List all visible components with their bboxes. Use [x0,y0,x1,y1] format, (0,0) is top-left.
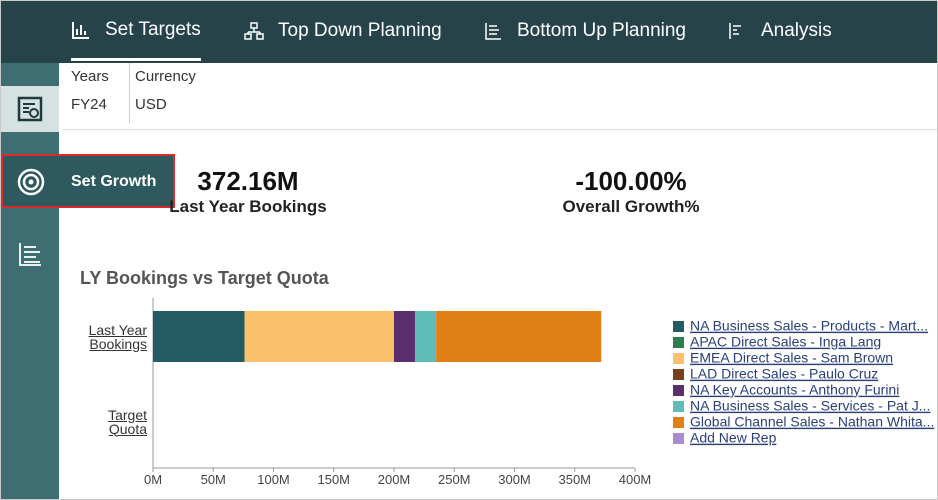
legend-swatch [673,337,684,348]
pov-bar: Years FY24 Currency USD [63,63,937,130]
pov-currency: Currency USD [127,63,255,123]
legend-label: APAC Direct Sales - Inga Lang [690,334,881,350]
legend-label: Global Channel Sales - Nathan Whita... [690,414,934,430]
legend-swatch [673,369,684,380]
sidebar-list[interactable] [1,231,59,277]
y-tick-label[interactable]: Last Year Bookings [88,321,147,352]
kpi-label: Last Year Bookings [169,197,327,216]
bar-segment [394,311,416,362]
icon [17,96,43,122]
nav-label: Bottom Up Planning [517,20,686,41]
pov-value: FY24 [71,96,107,113]
nav-top-down[interactable]: Top Down Planning [244,1,442,61]
pov-years: Years FY24 [63,63,130,123]
nav-bottom-up[interactable]: Bottom Up Planning [483,1,686,61]
kpi-bookings: 372.16M Last Year Bookings [128,166,368,217]
chart-title: LY Bookings vs Target Quota [80,268,329,288]
legend-label: EMEA Direct Sales - Sam Brown [690,350,893,366]
legend-swatch [673,353,684,364]
nav-set-targets[interactable]: Set Targets [71,1,201,61]
kpi-label: Overall Growth% [562,197,700,216]
nav-label: Set Targets [105,18,201,40]
bar-segment [415,311,437,362]
sidebar [1,63,59,499]
tooltip-label: Set Growth [71,173,157,190]
bar-segment [244,311,394,362]
pov-value: USD [135,96,167,113]
icon [19,243,41,266]
legend-label: NA Key Accounts - Anthony Furini [690,382,899,398]
bar-segment [436,311,602,362]
set-growth-tooltip[interactable]: Set Growth [1,154,175,208]
legend-swatch [673,385,684,396]
legend-swatch [673,401,684,412]
x-tick-label: 150M [317,472,350,487]
x-tick-label: 350M [558,472,591,487]
legend-label: NA Business Sales - Services - Pat J... [690,398,930,414]
x-tick-label: 300M [498,472,531,487]
nav-label: Top Down Planning [278,20,442,41]
y-tick-label[interactable]: Target Quota [108,406,147,437]
x-tick-label: 250M [438,472,471,487]
nav-analysis[interactable]: Analysis [727,1,832,61]
legend-label: LAD Direct Sales - Paulo Cruz [690,366,878,382]
kpi-value: -100.00% [575,166,687,196]
nav-label: Analysis [761,20,832,41]
sidebar-report[interactable] [1,86,59,132]
x-tick-label: 400M [619,472,652,487]
pov-header: Years [71,68,109,85]
icon [485,23,501,40]
icon [244,22,264,40]
icon [72,21,89,39]
pov-header: Currency [135,68,196,85]
legend-label: NA Business Sales - Products - Mart... [690,318,928,334]
kpi-value: 372.16M [197,166,299,196]
kpi-growth: -100.00% Overall Growth% [511,166,751,217]
x-tick-label: 200M [378,472,411,487]
legend-swatch [673,321,684,332]
legend-swatch [673,433,684,444]
top-nav: Set Targets Top Down Planning Bottom Up … [1,1,937,63]
icon [17,168,45,196]
legend-swatch [673,417,684,428]
x-tick-label: 0M [144,472,162,487]
x-tick-label: 100M [257,472,290,487]
bar-segment [153,311,245,362]
x-tick-label: 50M [201,472,226,487]
legend-label: Add New Rep [690,430,777,446]
icon [729,23,741,39]
